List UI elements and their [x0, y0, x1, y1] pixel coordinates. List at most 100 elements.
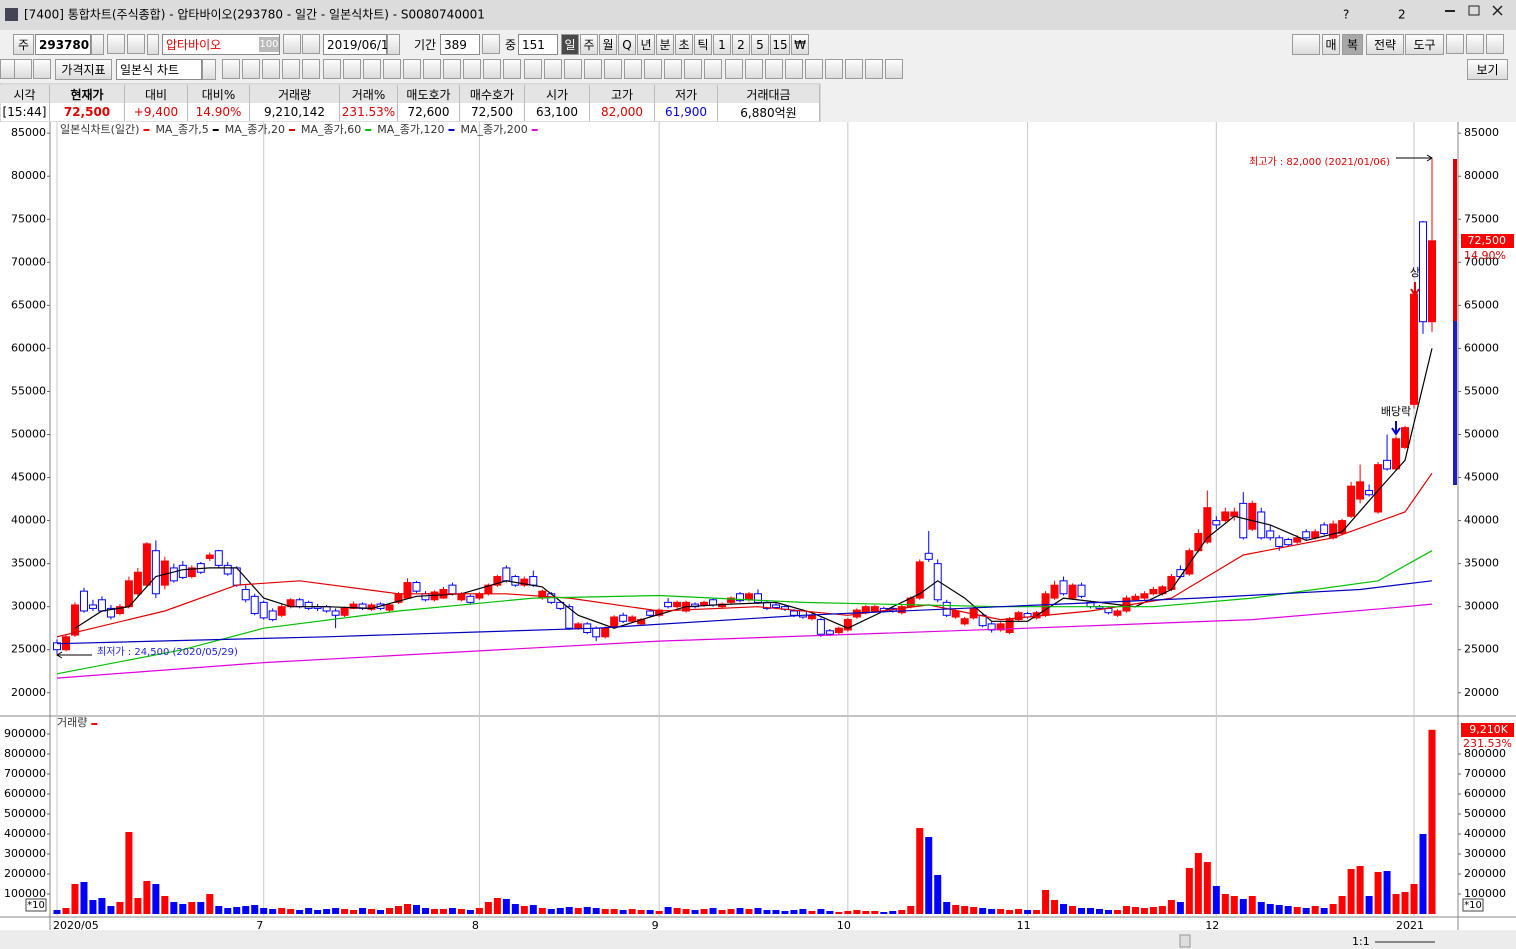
candle-body — [843, 619, 852, 631]
period-unit-button[interactable]: 5 — [751, 34, 769, 55]
icon-button[interactable] — [262, 59, 280, 79]
help-button[interactable]: ? — [1343, 8, 1349, 22]
dropdown[interactable] — [202, 59, 216, 80]
quote-header: 매도호가 — [398, 85, 460, 103]
icon-button[interactable] — [865, 59, 883, 79]
icon-button[interactable] — [343, 59, 361, 79]
icon-button[interactable] — [1486, 34, 1504, 54]
volume-bar — [1401, 892, 1409, 914]
icon-button[interactable] — [725, 59, 743, 79]
maximize-button[interactable] — [1468, 5, 1480, 16]
right-button[interactable]: 매 — [1322, 34, 1340, 55]
icon-button[interactable] — [503, 59, 521, 79]
date-input[interactable]: 2019/06/12 — [323, 34, 396, 55]
legend-swatch — [448, 129, 455, 131]
icon-button[interactable] — [624, 59, 642, 79]
icon-button[interactable] — [1446, 34, 1464, 54]
chart-kind-select[interactable]: 일본식 차트 — [116, 59, 202, 80]
icon-button[interactable] — [584, 59, 602, 79]
period-unit-button[interactable]: 분 — [656, 34, 674, 55]
volume-bar — [403, 904, 411, 914]
candle-body — [753, 593, 762, 603]
icon-button[interactable] — [302, 34, 320, 54]
period-unit-button[interactable]: 일 — [561, 34, 579, 55]
dropdown[interactable] — [387, 34, 400, 55]
count-input[interactable]: 151 — [518, 34, 558, 55]
icon-button[interactable] — [14, 59, 32, 79]
icon-button[interactable] — [845, 59, 863, 79]
icon-button[interactable] — [825, 59, 843, 79]
candle-body — [115, 606, 124, 615]
icon-button[interactable] — [544, 59, 562, 79]
minimize-button[interactable] — [1445, 10, 1455, 12]
period-input[interactable]: 389 — [440, 34, 480, 55]
close-button[interactable] — [1492, 5, 1503, 16]
period-unit-button[interactable]: 년 — [637, 34, 655, 55]
icon-button[interactable] — [664, 59, 682, 79]
volume-tick-label: 700000 — [1464, 767, 1506, 780]
volume-bar — [1006, 910, 1014, 914]
icon-button[interactable] — [423, 59, 441, 79]
icon-button[interactable] — [107, 34, 125, 54]
period-unit-button[interactable]: 월 — [599, 34, 617, 55]
code-input[interactable]: 293780 — [35, 34, 91, 55]
icon-button[interactable] — [604, 59, 622, 79]
icon-button[interactable] — [885, 59, 903, 79]
dropdown[interactable] — [91, 34, 104, 55]
right-button[interactable]: 복 — [1342, 34, 1363, 55]
volume-bar — [1347, 869, 1355, 914]
icon-button[interactable] — [242, 59, 260, 79]
view-button[interactable]: 보기 — [1467, 59, 1508, 80]
period-unit-button[interactable]: 초 — [675, 34, 693, 55]
icon-button[interactable] — [283, 34, 301, 54]
icon-button[interactable] — [323, 59, 341, 79]
icon-button[interactable] — [302, 59, 320, 79]
candle-body — [133, 571, 142, 595]
icon-button[interactable] — [765, 59, 783, 79]
right-button[interactable]: 도구 — [1405, 34, 1444, 55]
icon-button[interactable] — [127, 34, 145, 54]
indicator-button[interactable]: 가격지표 — [55, 59, 112, 80]
volume-bar — [1221, 894, 1229, 914]
min-arrow — [56, 651, 92, 659]
icon-button[interactable] — [745, 59, 763, 79]
period-unit-button[interactable]: 1 — [713, 34, 731, 55]
y-tick-label: 65000 — [11, 298, 46, 311]
period-unit-button[interactable]: Q — [618, 34, 636, 55]
icon-button[interactable] — [785, 59, 803, 79]
period-unit-button[interactable]: 주 — [580, 34, 598, 55]
icon-button[interactable] — [383, 59, 401, 79]
right-button[interactable]: 전략 — [1366, 34, 1404, 55]
icon-button[interactable] — [33, 59, 51, 79]
code-label[interactable]: 주 — [13, 34, 34, 55]
icon-button[interactable] — [704, 59, 722, 79]
icon-button[interactable] — [483, 59, 501, 79]
period-unit-button[interactable]: 틱 — [694, 34, 712, 55]
icon-button[interactable] — [684, 59, 702, 79]
icon-button[interactable] — [482, 34, 500, 54]
name-input[interactable]: 압타바이오 — [162, 34, 280, 55]
icon-button[interactable] — [222, 59, 240, 79]
icon-button[interactable] — [644, 59, 662, 79]
window-title: [7400] 통합차트(주식종합) - 압타바이오(293780 - 일간 - … — [24, 8, 485, 22]
icon-button[interactable] — [524, 59, 542, 79]
cloud-button[interactable] — [1292, 34, 1320, 55]
legend-label: MA_종가,120 — [377, 123, 444, 136]
icon-button[interactable] — [805, 59, 823, 79]
candle-body — [1392, 438, 1401, 470]
candle-body — [915, 561, 924, 599]
volume-bar — [1122, 906, 1130, 914]
period-unit-button[interactable]: 15 — [770, 34, 790, 55]
dropdown[interactable] — [147, 34, 159, 55]
period-unit-button[interactable]: ₩ — [791, 34, 809, 55]
icon-button[interactable] — [403, 59, 421, 79]
layout-button[interactable]: 2 — [1398, 8, 1406, 22]
icon-button[interactable] — [463, 59, 481, 79]
icon-button[interactable] — [1466, 34, 1484, 54]
icon-button[interactable] — [564, 59, 582, 79]
icon-button[interactable] — [443, 59, 461, 79]
candle-body — [924, 552, 933, 560]
icon-button[interactable] — [363, 59, 381, 79]
period-unit-button[interactable]: 2 — [732, 34, 750, 55]
icon-button[interactable] — [282, 59, 300, 79]
